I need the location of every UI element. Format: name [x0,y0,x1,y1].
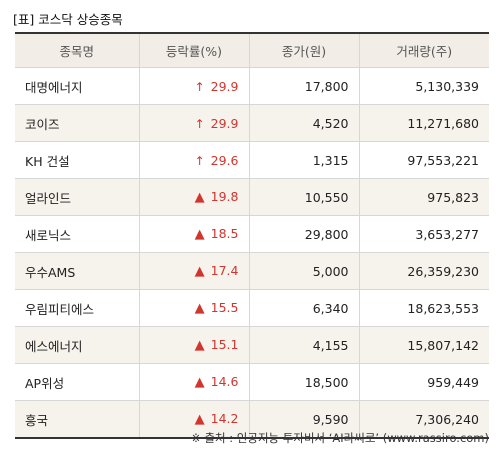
table-header-row: 종목명 등락률(%) 종가(원) 거래량(주) [15,34,489,68]
stock-name-cell: 얼라인드 [15,178,140,216]
arrow-up-icon: ↑ [194,116,205,131]
stock-name-cell: 코이즈 [15,104,140,142]
triangle-up-icon: ▲ [194,264,205,279]
triangle-up-icon: ▲ [194,338,205,353]
change-rate-value: 14.2 [210,411,239,426]
table-row: 얼라인드 ▲ 19.8 10,550 975,823 [15,178,489,216]
close-price-cell: 4,155 [249,326,360,364]
stock-name-cell: KH 건설 [15,141,140,179]
change-rate-cell: ▲ 15.1 [139,326,250,364]
volume-cell: 97,553,221 [359,141,489,179]
volume-cell: 3,653,277 [359,215,489,253]
header-change-rate: 등락률(%) [139,34,250,68]
stock-table: 종목명 등락률(%) 종가(원) 거래량(주) 대명에너지 ↑ 29.9 17,800… [15,34,489,437]
change-rate-cell: ▲ 14.6 [139,363,250,401]
close-price-cell: 6,340 [249,289,360,327]
change-rate-value: 29.9 [210,115,239,131]
stock-name-cell: AP위성 [15,363,140,401]
change-rate-cell: ▲ 15.5 [139,289,250,327]
stock-name-cell: 우수AMS [15,252,140,290]
change-rate-cell: ▲ 19.8 [139,178,250,216]
stock-name-cell: 우림피티에스 [15,289,140,327]
change-rate-value: 14.6 [210,374,239,389]
volume-cell: 7,306,240 [359,400,489,437]
close-price-cell: 18,500 [249,363,360,401]
change-rate-cell: ▲ 14.2 [139,400,250,437]
change-rate-value: 19.8 [210,189,239,204]
volume-cell: 15,807,142 [359,326,489,364]
arrow-up-icon: ↑ [194,153,205,168]
close-price-cell: 10,550 [249,178,360,216]
change-rate-cell: ▲ 18.5 [139,215,250,253]
close-price-cell: 5,000 [249,252,360,290]
close-price-cell: 29,800 [249,215,360,253]
change-rate-value: 29.6 [210,152,239,168]
page-title: [표] 코스닥 상승종목 [13,12,123,27]
volume-cell: 11,271,680 [359,104,489,142]
table-row: 우수AMS ▲ 17.4 5,000 26,359,230 [15,252,489,290]
header-stock-name: 종목명 [15,34,140,68]
change-rate-cell: ↑ 29.6 [139,141,250,179]
stock-name-cell: 대명에너지 [15,67,140,105]
source-note: ※ 출처 : 인공지능 투자비서 ‘AI라씨로’ (www.rassiro.co… [191,431,489,445]
header-volume: 거래량(주) [359,34,489,68]
change-rate-value: 29.9 [210,78,239,94]
table-row: 에스에너지 ▲ 15.1 4,155 15,807,142 [15,326,489,364]
table-row: 코이즈 ↑ 29.9 4,520 11,271,680 [15,104,489,142]
volume-cell: 18,623,553 [359,289,489,327]
volume-cell: 959,449 [359,363,489,401]
close-price-cell: 4,520 [249,104,360,142]
table-row: KH 건설 ↑ 29.6 1,315 97,553,221 [15,141,489,179]
volume-cell: 26,359,230 [359,252,489,290]
table-row: 우림피티에스 ▲ 15.5 6,340 18,623,553 [15,289,489,327]
header-close-price: 종가(원) [249,34,360,68]
volume-cell: 975,823 [359,178,489,216]
change-rate-value: 15.1 [210,337,239,352]
table-row: 흥국 ▲ 14.2 9,590 7,306,240 [15,400,489,437]
triangle-up-icon: ▲ [194,301,205,316]
stock-table-frame: 종목명 등락률(%) 종가(원) 거래량(주) 대명에너지 ↑ 29.9 17,800… [15,32,489,439]
close-price-cell: 17,800 [249,67,360,105]
close-price-cell: 1,315 [249,141,360,179]
change-rate-cell: ▲ 17.4 [139,252,250,290]
table-row: 대명에너지 ↑ 29.9 17,800 5,130,339 [15,67,489,105]
change-rate-value: 17.4 [210,263,239,278]
table-row: AP위성 ▲ 14.6 18,500 959,449 [15,363,489,401]
stock-name-cell: 새로닉스 [15,215,140,253]
close-price-cell: 9,590 [249,400,360,437]
triangle-up-icon: ▲ [194,375,205,390]
triangle-up-icon: ▲ [194,412,205,427]
change-rate-cell: ↑ 29.9 [139,104,250,142]
triangle-up-icon: ▲ [194,190,205,205]
change-rate-value: 18.5 [210,226,239,241]
volume-cell: 5,130,339 [359,67,489,105]
stock-name-cell: 흥국 [15,400,140,437]
change-rate-value: 15.5 [210,300,239,315]
change-rate-cell: ↑ 29.9 [139,67,250,105]
table-body: 대명에너지 ↑ 29.9 17,800 5,130,339 코이즈 ↑ 29.9 4,520 11… [15,67,489,437]
stock-name-cell: 에스에너지 [15,326,140,364]
triangle-up-icon: ▲ [194,227,205,242]
table-row: 새로닉스 ▲ 18.5 29,800 3,653,277 [15,215,489,253]
arrow-up-icon: ↑ [194,79,205,94]
